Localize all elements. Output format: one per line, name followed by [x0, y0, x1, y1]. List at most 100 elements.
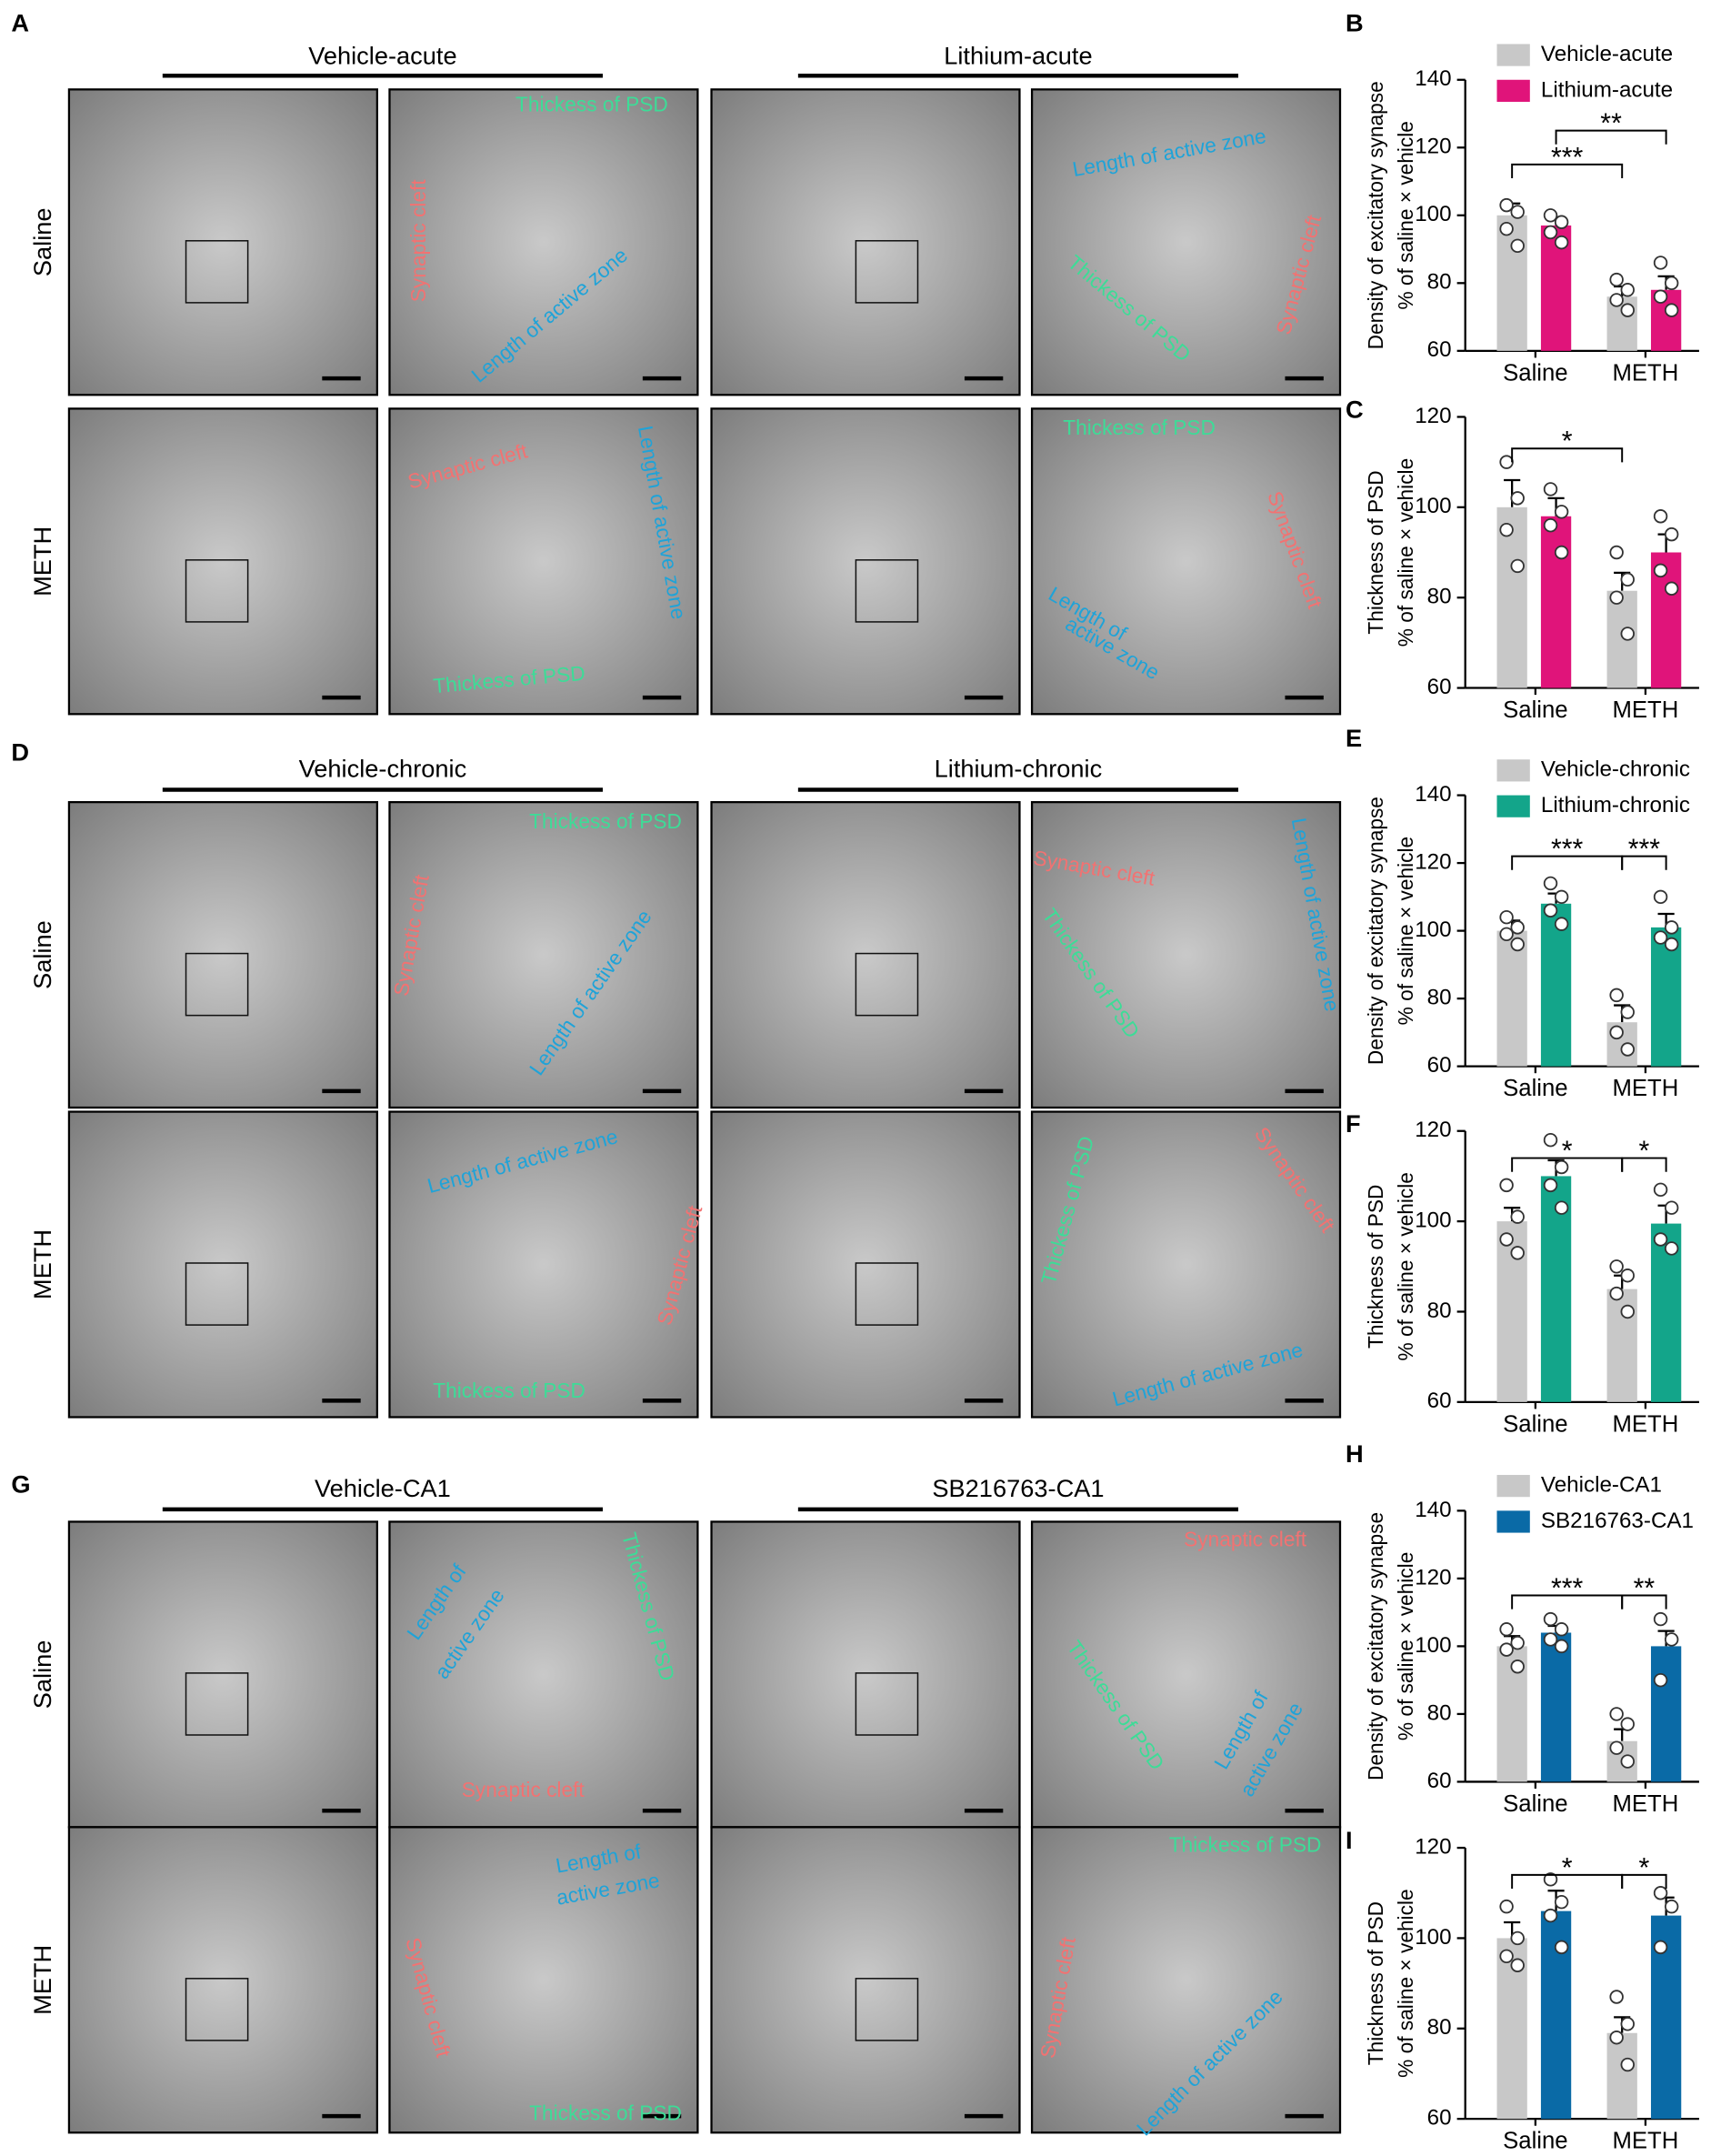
y-tick-label: 120 — [1415, 404, 1451, 428]
data-point — [1609, 1025, 1624, 1040]
micrograph — [1030, 407, 1342, 716]
panel-letter: C — [1346, 396, 1364, 424]
panel-letter: H — [1346, 1439, 1364, 1468]
data-point — [1499, 221, 1514, 236]
legend-label: Vehicle-CA1 — [1541, 1473, 1662, 1498]
significance-label: * — [1639, 1853, 1650, 1883]
significance-label: *** — [1551, 143, 1584, 173]
group-header: Lithium-acute — [944, 42, 1092, 70]
data-point — [1510, 1635, 1525, 1650]
data-point — [1609, 272, 1624, 287]
row-label: Saline — [28, 1640, 56, 1710]
data-point — [1653, 1611, 1668, 1627]
y-tick-label: 100 — [1415, 1208, 1451, 1233]
data-point — [1653, 509, 1668, 524]
data-point — [1620, 1269, 1635, 1283]
y-tick-label: 140 — [1415, 1498, 1451, 1522]
bar — [1540, 1910, 1572, 2120]
y-tick-label: 100 — [1415, 202, 1451, 226]
x-tick-label: Saline — [1503, 2129, 1568, 2154]
data-point — [1510, 1930, 1525, 1946]
data-point — [1609, 1740, 1624, 1755]
data-point — [1543, 1632, 1558, 1647]
y-axis-title: % of saline × vehicle — [1394, 1889, 1417, 2077]
data-point — [1543, 1132, 1558, 1148]
data-point — [1499, 455, 1514, 469]
data-point — [1499, 522, 1514, 537]
x-tick-label: METH — [1612, 2129, 1678, 2154]
zoom-annotation: Synaptic cleft — [1184, 1528, 1307, 1551]
data-point — [1543, 1611, 1558, 1627]
y-tick-label: 100 — [1415, 1925, 1451, 1950]
x-tick-label: Saline — [1503, 697, 1568, 723]
bar — [1540, 516, 1572, 688]
data-point — [1554, 505, 1569, 519]
micrograph — [1030, 88, 1342, 396]
y-axis-title: % of saline × vehicle — [1394, 1172, 1417, 1360]
panel-letter: D — [11, 737, 29, 766]
inset-box — [855, 240, 919, 304]
panel-letter: I — [1346, 1826, 1353, 1854]
y-tick-label: 100 — [1415, 494, 1451, 518]
significance-label: * — [1562, 426, 1573, 456]
x-tick-label: METH — [1612, 1791, 1678, 1817]
row-label: METH — [28, 1945, 56, 2015]
micrograph — [67, 88, 378, 396]
data-point — [1653, 289, 1668, 304]
y-tick-label: 80 — [1427, 585, 1452, 609]
x-tick-label: Saline — [1503, 1791, 1568, 1817]
zoom-annotation: Synaptic cleft — [462, 1778, 585, 1801]
data-point — [1554, 889, 1569, 905]
micrograph — [67, 1520, 378, 1829]
y-tick-label: 120 — [1415, 1565, 1451, 1589]
micrograph — [710, 1826, 1021, 2134]
x-tick-label: Saline — [1503, 1076, 1568, 1101]
significance-bracket — [1621, 855, 1667, 870]
significance-label: ** — [1634, 1573, 1656, 1603]
micrograph — [388, 800, 699, 1109]
significance-bracket — [1511, 447, 1624, 463]
inset-box — [855, 952, 919, 1017]
data-point — [1554, 1894, 1569, 1910]
data-point — [1499, 1232, 1514, 1247]
data-point — [1620, 303, 1635, 317]
data-point — [1620, 2017, 1635, 2031]
legend-label: Lithium-acute — [1541, 77, 1673, 102]
data-point — [1510, 1246, 1525, 1260]
legend-label: SB216763-CA1 — [1541, 1509, 1694, 1533]
y-tick-label: 60 — [1427, 337, 1452, 362]
significance-bracket — [1621, 1157, 1667, 1172]
zoom-annotation: Thickess of PSD — [1063, 416, 1216, 439]
group-header: Vehicle-CA1 — [315, 1474, 451, 1502]
y-tick-label: 100 — [1415, 918, 1451, 942]
data-point — [1664, 526, 1679, 542]
row-label: Saline — [28, 207, 56, 276]
data-point — [1609, 293, 1624, 307]
data-point — [1510, 491, 1525, 506]
data-point — [1510, 205, 1525, 219]
y-tick-label: 140 — [1415, 782, 1451, 807]
data-point — [1664, 1200, 1679, 1215]
y-tick-label: 100 — [1415, 1633, 1451, 1658]
data-point — [1609, 2031, 1624, 2045]
y-tick-label: 120 — [1415, 1118, 1451, 1142]
y-tick-label: 80 — [1427, 270, 1452, 295]
data-point — [1510, 1660, 1525, 1674]
legend-swatch — [1496, 44, 1530, 66]
data-point — [1664, 937, 1679, 952]
data-point — [1664, 276, 1679, 291]
data-point — [1664, 920, 1679, 935]
data-point — [1554, 1159, 1569, 1175]
micrograph — [67, 1826, 378, 2134]
significance-label: *** — [1551, 835, 1584, 865]
data-point — [1653, 930, 1668, 945]
data-point — [1620, 1754, 1635, 1769]
legend-swatch — [1496, 1475, 1530, 1498]
micrograph — [388, 407, 699, 716]
y-tick-label: 120 — [1415, 1834, 1451, 1859]
y-axis-title: % of saline × vehicle — [1394, 121, 1417, 309]
panel-letter: B — [1346, 8, 1364, 36]
panel-letter: F — [1346, 1109, 1361, 1138]
zoom-annotation: Synaptic cleft — [406, 179, 430, 303]
